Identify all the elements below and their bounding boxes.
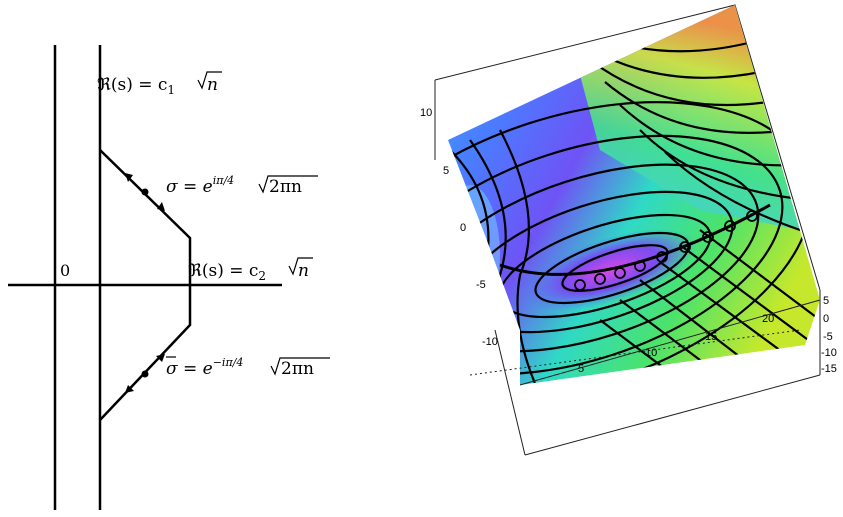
upper-arrow-down-icon: [157, 202, 165, 211]
origin-label: 0: [60, 261, 70, 280]
svg-text:n: n: [298, 261, 309, 281]
ridge-line: [499, 203, 771, 276]
tick-label: -10: [821, 347, 837, 359]
tick-label: 10: [420, 107, 432, 119]
tick-label: 5: [823, 295, 829, 307]
tick-label: -5: [476, 279, 486, 291]
upper-saddle-point: [141, 188, 149, 196]
floor-grid-line-2: [469, 329, 801, 376]
floor-grid-line: [519, 299, 821, 386]
lower-saddle-label: σ = e−iπ/4 2πn: [166, 356, 330, 379]
tick-label: -5: [823, 331, 833, 343]
tick-label: 0: [460, 222, 466, 234]
vertical-axis-ticks: 10 5 0 -5 -10: [420, 107, 498, 348]
svg-text:ℜ(s) = c2: ℜ(s) = c2: [188, 261, 266, 283]
tick-label: 5: [578, 363, 584, 375]
front-axis-ticks: 5 10 15 20: [578, 313, 774, 375]
corner-label: ℜ(s) = c2 n: [188, 257, 313, 283]
tick-label: 0: [823, 313, 829, 325]
svg-text:2πn: 2πn: [269, 177, 302, 197]
vertical-line-label: ℜ(s) = c1 n: [97, 71, 222, 97]
right-axis-ticks: 5 0 -5 -10 -15: [821, 295, 837, 375]
lower-saddle-point: [141, 370, 149, 378]
box-bottom-left-edge: [494, 329, 526, 456]
surface-plot: 10 5 0 -5 -10 5 10 15 20 5 0 -5 -10 -15: [420, 4, 837, 456]
upper-saddle-label: σ = eiπ/4 2πn: [166, 174, 318, 197]
lower-arrow-down-icon: [125, 385, 134, 393]
contour-diagram: 0 ℜ(s) = c1 n ℜ(s) = c2 n σ = eiπ/4 2πn: [8, 45, 330, 510]
tick-label: -10: [482, 336, 498, 348]
svg-text:ℜ(s) = c1: ℜ(s) = c1: [97, 75, 175, 97]
box-bottom-front-edge: [524, 374, 821, 456]
svg-text:σ = e−iπ/4: σ = e−iπ/4: [166, 356, 243, 379]
svg-text:n: n: [207, 75, 218, 95]
svg-text:σ = eiπ/4: σ = eiπ/4: [166, 174, 234, 197]
upper-arrow-up-icon: [125, 173, 133, 182]
tick-label: 5: [443, 165, 449, 177]
lower-arrow-up-icon: [156, 354, 165, 362]
tick-label: 20: [762, 313, 774, 325]
tick-label: 15: [705, 331, 717, 343]
tick-label: -15: [821, 363, 837, 375]
surface-mesh: [448, 5, 820, 385]
tick-label: 10: [645, 347, 657, 359]
svg-text:2πn: 2πn: [281, 359, 314, 379]
